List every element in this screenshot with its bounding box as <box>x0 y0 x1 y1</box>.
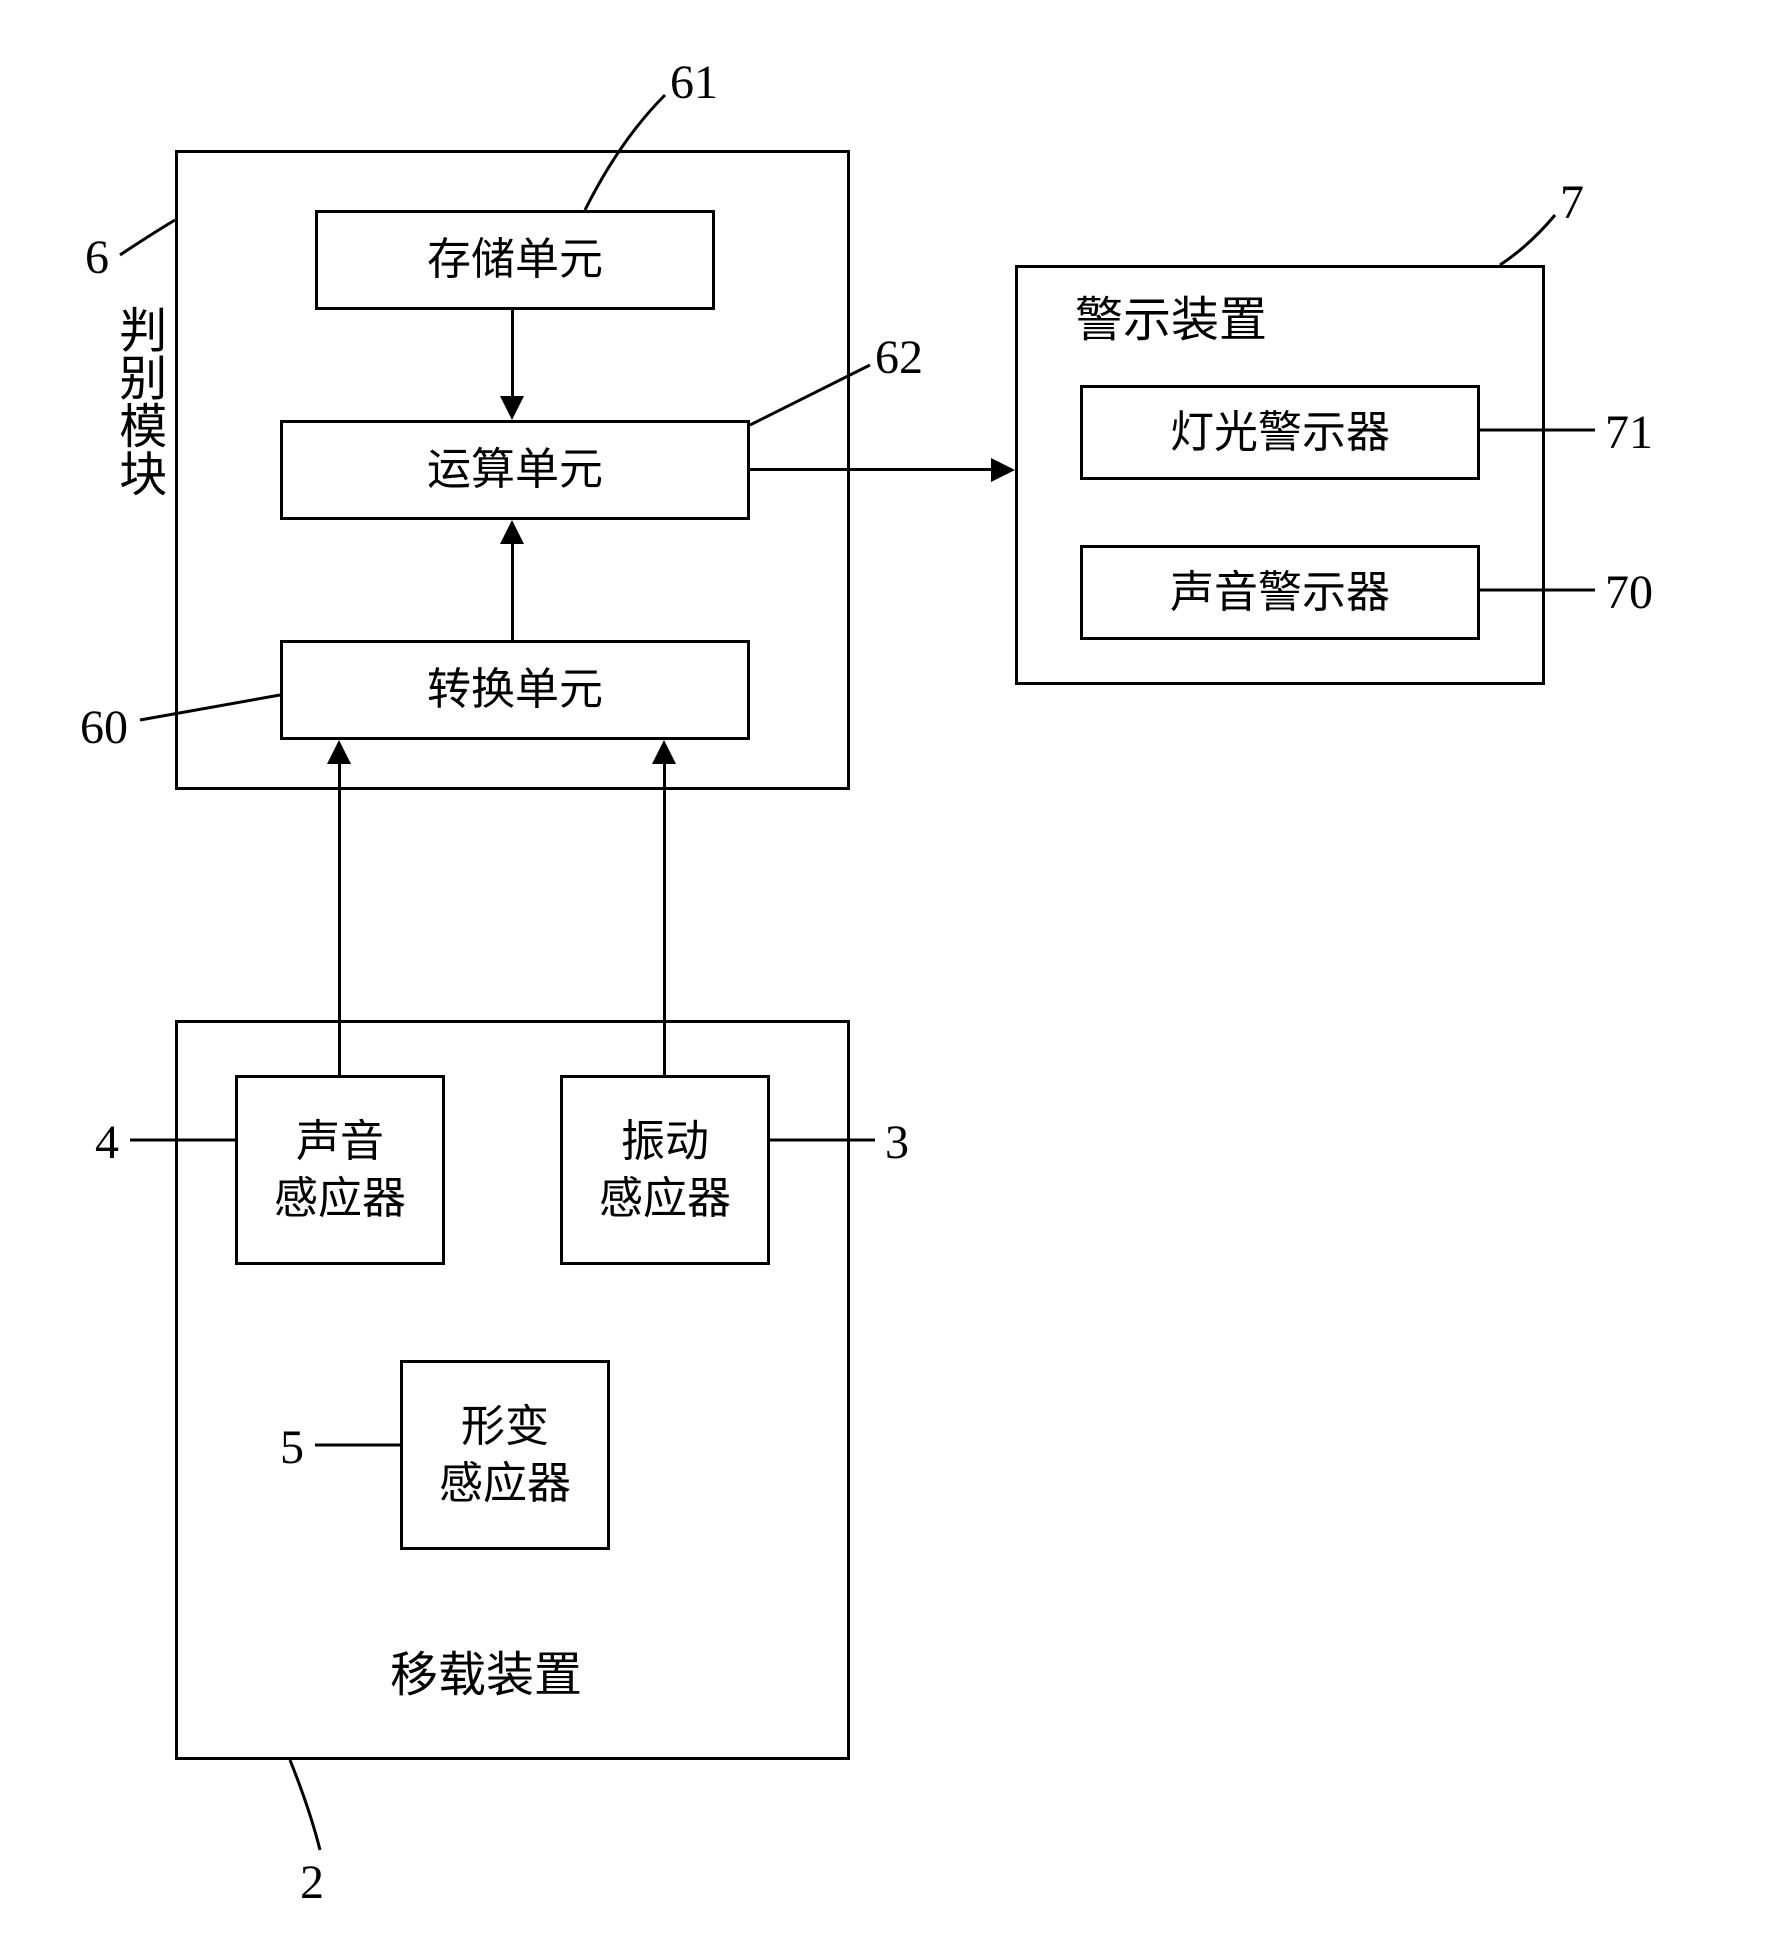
leader-2 <box>0 0 1774 1943</box>
